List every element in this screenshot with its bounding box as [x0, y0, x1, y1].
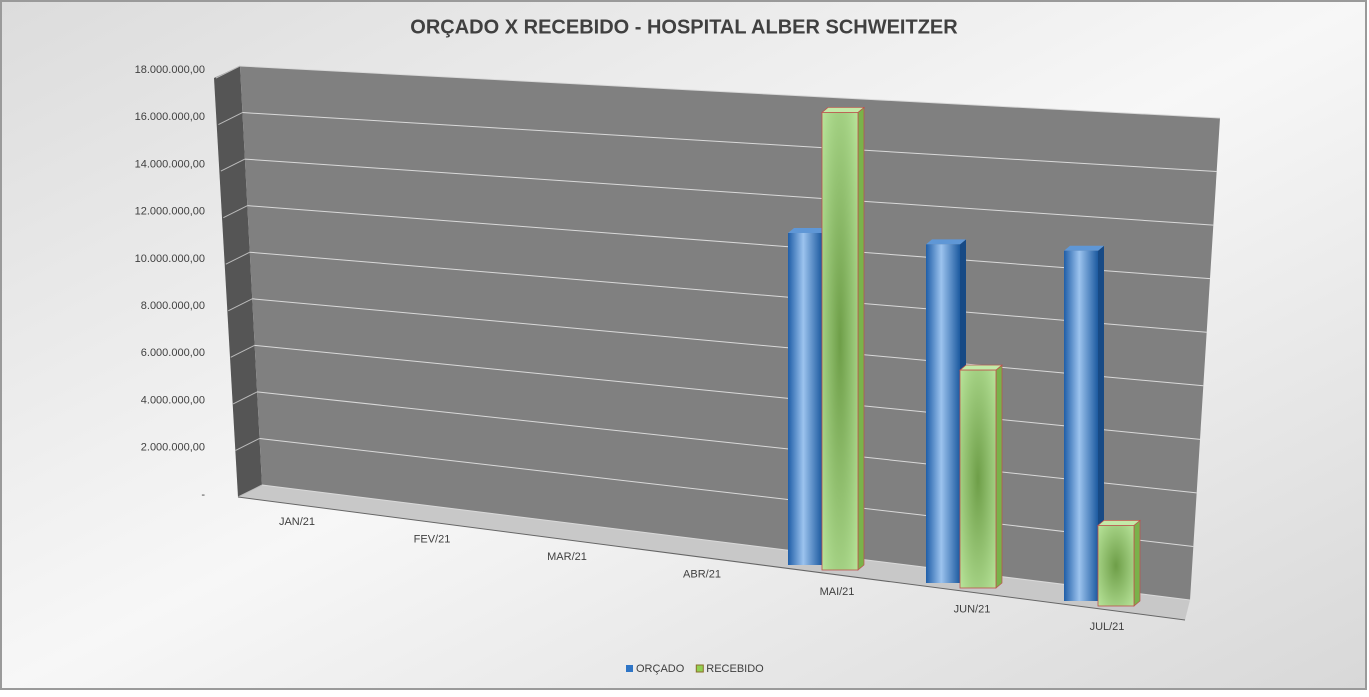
grid-line — [225, 251, 251, 265]
grid-line — [218, 112, 243, 126]
x-axis — [237, 496, 1186, 621]
grid-line — [223, 205, 248, 219]
grid-line — [235, 437, 260, 451]
y-tick-label: 2.000.000,00 — [141, 442, 205, 454]
y-tick-label: 16.000.000,00 — [135, 111, 205, 123]
x-tick-label: MAI/21 — [820, 586, 855, 598]
y-tick-label: 10.000.000,00 — [135, 253, 205, 265]
grid-line — [220, 158, 246, 172]
x-tick-label: JUN/21 — [954, 603, 991, 615]
y-tick-label: 8.000.000,00 — [141, 300, 205, 312]
y-tick-label: 12.000.000,00 — [135, 206, 205, 218]
legend-label: ORÇADO — [636, 663, 685, 675]
bar-side — [857, 106, 865, 571]
bar-top — [959, 364, 1003, 371]
bar — [959, 369, 997, 589]
y-tick-label: 6.000.000,00 — [141, 347, 205, 359]
bar — [1097, 525, 1135, 607]
bar-top — [926, 239, 966, 245]
grid-line — [261, 484, 1191, 601]
bar-top — [1097, 520, 1141, 526]
grid-line — [254, 344, 1201, 440]
grid-line — [239, 65, 1221, 119]
y-tick-label: 18.000.000,00 — [135, 64, 205, 76]
grid-line — [232, 391, 258, 405]
legend-label: RECEBIDO — [706, 663, 764, 675]
bar-side — [995, 364, 1003, 589]
x-tick-label: JAN/21 — [279, 516, 315, 528]
y-tick-label: 14.000.000,00 — [135, 158, 205, 170]
legend-swatch — [626, 665, 633, 672]
grid-line — [237, 484, 263, 498]
x-tick-label: ABR/21 — [683, 568, 721, 580]
floor — [238, 485, 1190, 620]
bar-side — [1133, 519, 1141, 607]
grid-line — [242, 112, 1217, 173]
grid-line — [252, 298, 1204, 387]
chart-title: ORÇADO X RECEBIDO - HOSPITAL ALBER SCHWE… — [410, 16, 958, 38]
grid-line — [247, 205, 1211, 280]
bar-top — [788, 227, 828, 233]
grid-line — [259, 437, 1194, 547]
bar-side — [1098, 245, 1104, 601]
grid-line — [257, 391, 1197, 494]
legend: ORÇADO RECEBIDO — [626, 663, 764, 675]
grid-line — [215, 65, 241, 79]
bar — [926, 244, 960, 583]
bar-top — [1064, 245, 1104, 251]
grid-line — [230, 344, 255, 358]
y-tick-label: - — [201, 489, 205, 501]
grid-line — [244, 158, 1214, 226]
x-tick-label: JUL/21 — [1090, 621, 1125, 633]
grid-line — [249, 251, 1207, 333]
x-tick-label: FEV/21 — [414, 533, 451, 545]
bar-top — [821, 107, 865, 113]
bar — [788, 232, 822, 566]
legend-swatch — [695, 664, 704, 673]
grid-line — [227, 298, 253, 312]
side-wall — [214, 66, 262, 497]
bar — [1064, 250, 1098, 601]
bar — [821, 112, 859, 571]
x-tick-label: MAR/21 — [547, 551, 587, 563]
y-tick-label: 4.000.000,00 — [141, 394, 205, 406]
